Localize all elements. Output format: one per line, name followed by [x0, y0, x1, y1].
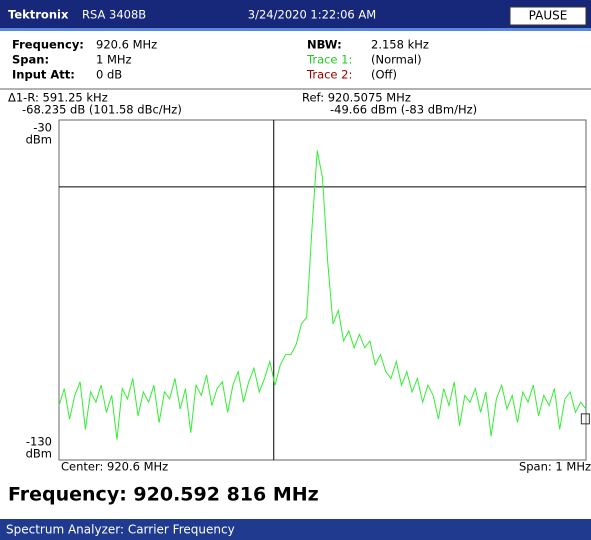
status-value: 2.158 kHz [371, 38, 429, 52]
delta-readout: -68.235 dB (101.58 dBc/Hz) [22, 103, 182, 117]
title-underline [0, 28, 591, 31]
ref-readout: Ref: 920.5075 MHz [302, 91, 411, 105]
center-label: Center: 920.6 MHz [61, 460, 168, 474]
setting-value: 0 dB [96, 68, 122, 82]
setting-label: Span: [12, 53, 49, 67]
pause-label[interactable]: PAUSE [529, 9, 568, 23]
setting-value: 1 MHz [96, 53, 132, 67]
trace [58, 150, 587, 440]
y-unit: dBm [26, 133, 52, 147]
y-tick-label: -30 [33, 121, 52, 135]
delta-marker [580, 413, 590, 425]
ref-readout: -49.66 dBm (-83 dBm/Hz) [330, 103, 477, 117]
status-value: (Off) [371, 68, 397, 82]
pause-button[interactable] [509, 6, 587, 26]
y-tick-label: -130 [26, 435, 52, 449]
plot-frame [58, 119, 587, 461]
setting-label: Input Att: [12, 68, 75, 82]
span-label: Span: 1 MHz [519, 460, 591, 474]
y-unit: dBm [26, 447, 52, 461]
model: RSA 3408B [82, 8, 146, 22]
datetime: 3/24/2020 1:22:06 AM [248, 8, 376, 22]
title-bar [0, 0, 591, 28]
setting-label: Frequency: [12, 38, 84, 52]
footer: Spectrum Analyzer: Carrier Frequency [6, 523, 235, 537]
status-label: Trace 1: [306, 53, 352, 67]
result: Frequency: 920.592 816 MHz [8, 484, 319, 506]
status-value: (Normal) [371, 53, 422, 67]
setting-value: 920.6 MHz [96, 38, 157, 52]
status-label: NBW: [307, 38, 342, 52]
delta-readout: Δ1-R: 591.25 kHz [8, 91, 108, 105]
status-label: Trace 2: [306, 68, 352, 82]
status-bar [0, 519, 591, 540]
brand: Tektronix [8, 8, 69, 22]
